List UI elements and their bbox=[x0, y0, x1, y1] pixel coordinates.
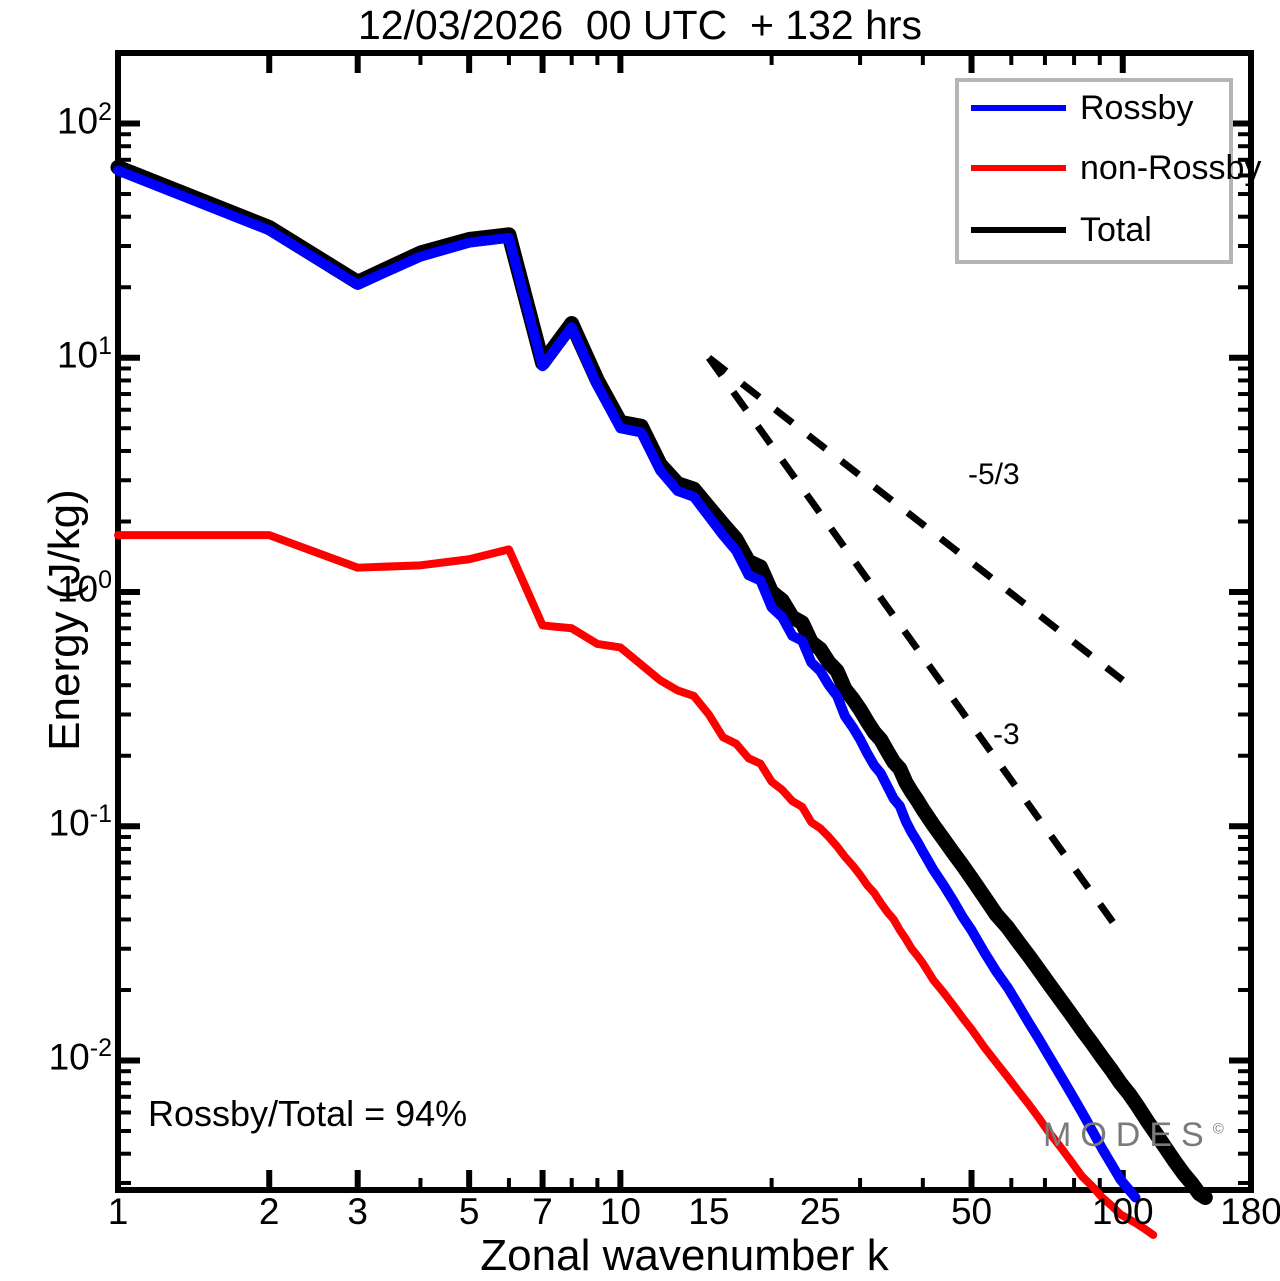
legend-item-rossby: Rossby bbox=[971, 88, 1193, 128]
legend-item-total: Total bbox=[971, 210, 1152, 250]
x-tick-label: 100 bbox=[1091, 1191, 1154, 1232]
x-tick-label: 5 bbox=[458, 1191, 480, 1232]
x-axis-title: Zonal wavenumber k bbox=[480, 1231, 889, 1280]
series-line-rossby bbox=[113, 165, 1141, 1203]
reference-slope-line bbox=[706, 355, 1125, 684]
series-line-non-rossby bbox=[114, 531, 1158, 1239]
legend-swatch-total bbox=[971, 227, 1066, 233]
legend-swatch-rossby bbox=[971, 105, 1066, 111]
y-tick-label: 100 bbox=[56, 566, 112, 610]
legend-item-non-rossby: non-Rossby bbox=[971, 148, 1261, 188]
x-tick-label: 180 bbox=[1220, 1191, 1280, 1232]
chart-legend: Rossby non-Rossby Total bbox=[955, 78, 1261, 264]
x-tick-label: 2 bbox=[258, 1191, 280, 1232]
y-tick-label: 101 bbox=[56, 331, 112, 376]
x-tick-label: 15 bbox=[688, 1191, 730, 1232]
data-series-group bbox=[110, 159, 1213, 1239]
y-tick-label: 10-2 bbox=[48, 1034, 112, 1078]
x-tick-label: 50 bbox=[950, 1191, 993, 1232]
legend-label-rossby: Rossby bbox=[1080, 89, 1194, 127]
x-tick-label: 7 bbox=[532, 1191, 553, 1232]
x-tick-label: 10 bbox=[599, 1191, 641, 1232]
x-tick-label: 3 bbox=[347, 1191, 368, 1232]
x-tick-label: 1 bbox=[107, 1191, 129, 1232]
watermark-copyright-mark: © bbox=[1212, 1120, 1224, 1138]
plot-frame bbox=[115, 50, 1254, 1193]
legend-swatch-non-rossby bbox=[971, 165, 1066, 171]
y-tick-label: 10-1 bbox=[48, 800, 112, 844]
slope-label-minus-three: -3 bbox=[993, 718, 1020, 751]
modes-watermark: MODES© bbox=[1043, 1116, 1224, 1155]
legend-label-total: Total bbox=[1080, 211, 1152, 249]
x-tick-label: 25 bbox=[799, 1191, 841, 1232]
y-tick-label: 102 bbox=[56, 97, 112, 141]
rossby-total-ratio-annotation: Rossby/Total = 94% bbox=[148, 1093, 468, 1134]
legend-label-non-rossby: non-Rossby bbox=[1080, 149, 1262, 187]
reference-slope-line bbox=[705, 355, 1126, 939]
watermark-text: MODES bbox=[1043, 1116, 1213, 1154]
slope-label-minus-five-thirds: -5/3 bbox=[968, 458, 1020, 491]
reference-lines-group bbox=[705, 355, 1126, 939]
chart-title: 12/03/2026 00 UTC + 132 hrs bbox=[357, 2, 923, 48]
